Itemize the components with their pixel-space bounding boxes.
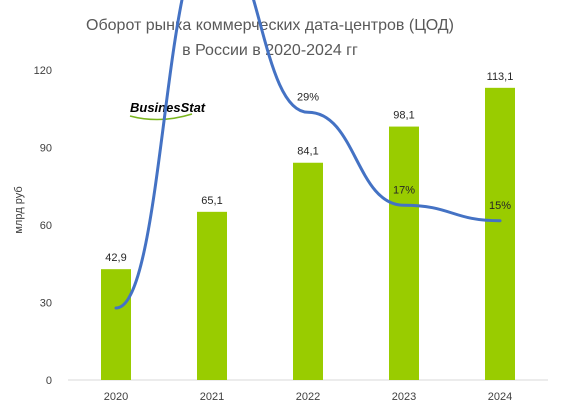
y-axis-ticks: 0 30 60 90 120 (34, 65, 52, 387)
x-tick-label: 2021 (200, 391, 224, 403)
y-tick-label: 30 (40, 298, 52, 310)
bar-2022 (293, 162, 323, 380)
bar-value-label: 42,9 (105, 252, 126, 264)
growth-labels: 52%29%17%15% (297, 91, 511, 212)
growth-line-series (114, 0, 502, 310)
y-axis-label: млрд руб (13, 186, 25, 233)
chart-title-line2: в России в 2020-2024 гг (182, 42, 358, 59)
growth-line (114, 0, 502, 310)
growth-label: 17% (393, 184, 415, 196)
businesstat-logo: BusinesStat (129, 100, 206, 121)
chart-title-line1: Оборот рынка коммерческих дата-центров (… (86, 17, 454, 34)
bar-value-label: 113,1 (487, 71, 514, 83)
bar-value-label: 98,1 (393, 110, 414, 122)
growth-label: 29% (297, 91, 319, 103)
y-tick-label: 60 (40, 220, 52, 232)
x-tick-label: 2020 (104, 391, 128, 403)
logo-swoosh (129, 113, 193, 121)
bar-value-label: 65,1 (201, 195, 222, 207)
x-axis-ticks: 2020 2021 2022 2023 2024 (104, 391, 512, 403)
bar-series (101, 87, 515, 380)
bar-2023 (389, 126, 419, 380)
bar-value-label: 84,1 (297, 146, 318, 158)
y-tick-label: 0 (46, 375, 52, 387)
growth-label: 15% (489, 200, 511, 212)
bar-2021 (197, 211, 227, 380)
x-tick-label: 2022 (296, 391, 320, 403)
logo-text: BusinesStat (130, 100, 206, 115)
bar-2020 (101, 269, 131, 380)
bar-value-labels: 42,9 65,1 84,1 98,1 113,1 (105, 71, 513, 264)
y-tick-label: 120 (34, 65, 52, 77)
x-tick-label: 2023 (392, 391, 416, 403)
bar-2024 (485, 87, 515, 380)
x-tick-label: 2024 (488, 391, 512, 403)
y-tick-label: 90 (40, 143, 52, 155)
